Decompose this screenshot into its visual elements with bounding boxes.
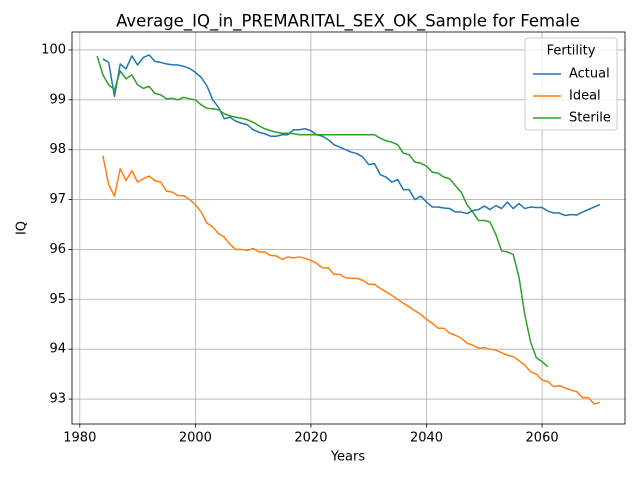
x-tick-label: 2020	[294, 431, 327, 446]
series-line	[102, 54, 601, 217]
legend-label: Ideal	[569, 89, 601, 104]
x-tick-label: 2060	[526, 431, 559, 446]
y-tick-label: 100	[41, 42, 66, 57]
x-axis-label: Years	[330, 450, 366, 465]
legend-label: Actual	[569, 67, 610, 82]
legend-label: Sterile	[569, 111, 611, 126]
x-tick-label: 2040	[410, 431, 443, 446]
y-tick-label: 99	[49, 92, 66, 107]
legend: Fertility Actual Ideal Sterile	[524, 37, 618, 131]
series-line	[102, 155, 601, 405]
axes-frame	[71, 31, 626, 425]
y-axis-label: IQ	[15, 221, 30, 235]
y-tick-label: 94	[49, 342, 66, 357]
x-tick-label: 2000	[179, 431, 212, 446]
legend-title: Fertility	[547, 44, 596, 59]
y-tick-label: 97	[49, 192, 66, 207]
series-line	[96, 55, 549, 368]
x-tick-label: 1980	[63, 431, 96, 446]
legend-box	[524, 37, 618, 131]
chart-title: Average_IQ_in_PREMARITAL_SEX_OK_Sample f…	[116, 12, 580, 32]
y-tick-label: 96	[49, 242, 66, 257]
y-tick-label: 95	[49, 292, 66, 307]
y-tick-label: 93	[49, 392, 66, 407]
y-tick-label: 98	[49, 142, 66, 157]
